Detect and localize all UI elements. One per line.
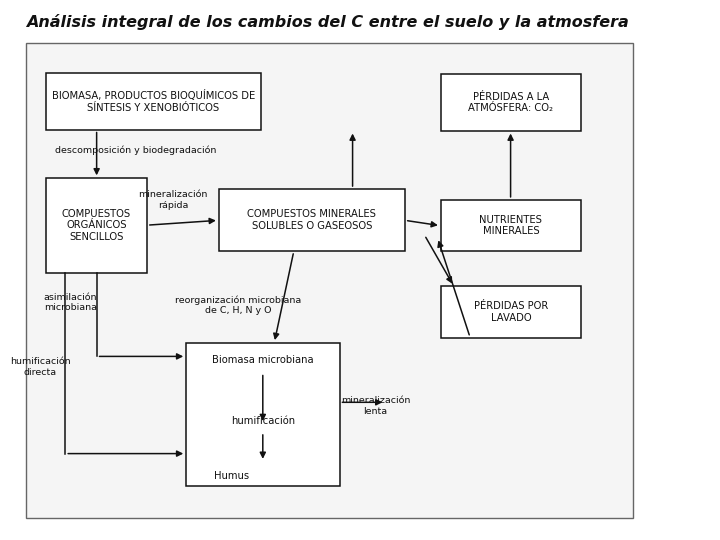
Text: descomposición y biodegradación: descomposición y biodegradación (55, 145, 217, 155)
Text: reorganización microbiana
de C, H, N y O: reorganización microbiana de C, H, N y O (175, 295, 302, 315)
Text: humificación: humificación (230, 416, 295, 426)
Text: humificación
directa: humificación directa (10, 357, 71, 377)
Bar (45, 73, 261, 130)
Text: Humus: Humus (215, 471, 249, 481)
Text: COMPUESTOS MINERALES
SOLUBLES O GASEOSOS: COMPUESTOS MINERALES SOLUBLES O GASEOSOS (248, 209, 377, 231)
Bar (45, 178, 147, 273)
Text: mineralización
lenta: mineralización lenta (341, 396, 410, 416)
Bar (441, 74, 581, 131)
Text: Análisis integral de los cambios del C entre el suelo y la atmosfera: Análisis integral de los cambios del C e… (26, 14, 629, 30)
Text: Biomasa microbiana: Biomasa microbiana (212, 355, 314, 365)
Bar (26, 43, 634, 518)
Text: NUTRIENTES
MINERALES: NUTRIENTES MINERALES (480, 214, 542, 237)
Bar (219, 189, 405, 251)
Bar (441, 200, 581, 251)
Bar (441, 286, 581, 338)
Bar (186, 343, 340, 486)
Text: PÉRDIDAS POR
LAVADO: PÉRDIDAS POR LAVADO (474, 301, 548, 322)
Text: mineralización
rápida: mineralización rápida (138, 190, 207, 210)
Text: asimilación
microbiana: asimilación microbiana (44, 293, 97, 312)
Text: BIOMASA, PRODUCTOS BIOQUÍMICOS DE
SÍNTESIS Y XENOBIÓTICOS: BIOMASA, PRODUCTOS BIOQUÍMICOS DE SÍNTES… (52, 90, 255, 112)
Text: PÉRDIDAS A LA
ATMÓSFERA: CO₂: PÉRDIDAS A LA ATMÓSFERA: CO₂ (469, 91, 554, 113)
Text: COMPUESTOS
ORGÁNICOS
SENCILLOS: COMPUESTOS ORGÁNICOS SENCILLOS (62, 209, 131, 242)
